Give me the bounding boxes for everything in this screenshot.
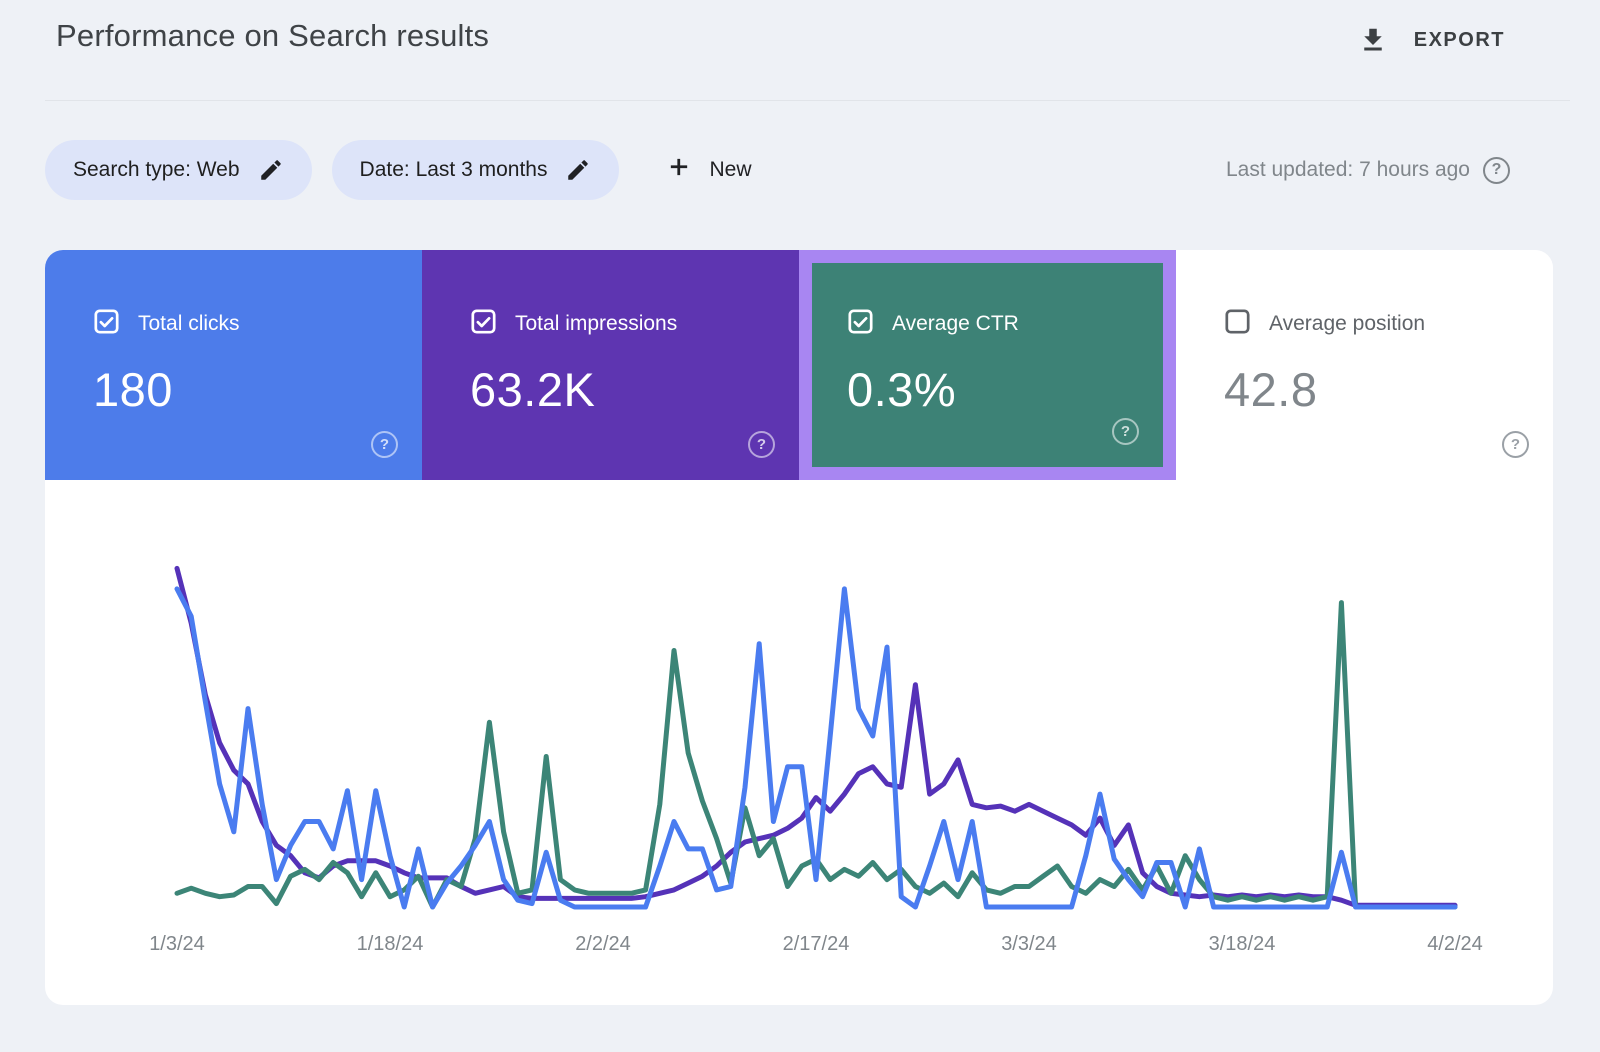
metric-value: 180 [93, 363, 173, 416]
date-range-chip[interactable]: Date: Last 3 months [331, 140, 620, 200]
metric-label: Total impressions [515, 312, 678, 335]
x-axis-label: 1/3/24 [149, 933, 205, 955]
checkbox-unchecked-icon[interactable] [1224, 308, 1251, 340]
metric-label: Total clicks [138, 312, 240, 335]
performance-chart[interactable]: 1/3/24 1/18/24 2/2/24 2/17/24 3/3/24 3/18/24 4… [45, 480, 1553, 1005]
metric-label: Average CTR [892, 312, 1019, 335]
x-axis-label: 1/18/24 [356, 933, 424, 955]
header-divider [45, 100, 1570, 101]
metric-card-total-clicks[interactable]: Total clicks 180 ? [45, 250, 422, 480]
filter-row: Search type: Web Date: Last 3 months New [45, 140, 758, 200]
metric-label: Average position [1269, 312, 1426, 335]
metric-card-average-position[interactable]: Average position 42.8 ? [1176, 250, 1553, 480]
help-icon[interactable]: ? [371, 431, 398, 458]
checkbox-checked-icon[interactable] [847, 308, 874, 340]
x-axis-label: 3/18/24 [1208, 933, 1276, 955]
metric-card-header: Average position [1224, 308, 1553, 340]
total-clicks-line [174, 586, 1458, 910]
help-icon[interactable]: ? [748, 431, 775, 458]
metric-value: 63.2K [470, 363, 596, 416]
metric-value: 0.3% [847, 363, 957, 416]
metric-card-average-ctr[interactable]: Average CTR 0.3% ? [799, 250, 1176, 480]
edit-pencil-icon [565, 157, 591, 183]
last-updated: Last updated: 7 hours ago ? [1226, 140, 1510, 200]
new-filter-button[interactable]: New [659, 140, 757, 200]
last-updated-text: Last updated: 7 hours ago [1225, 158, 1470, 181]
download-icon [1358, 25, 1388, 55]
date-range-chip-label: Date: Last 3 months [359, 158, 548, 181]
metric-tiles: Total clicks 180 ? Total impressions 63.… [45, 250, 1553, 480]
help-icon[interactable]: ? [1502, 431, 1529, 458]
page-title: Performance on Search results [56, 18, 490, 53]
search-type-chip-label: Search type: Web [73, 158, 240, 181]
metric-card-header: Total clicks [93, 308, 422, 340]
performance-card: Total clicks 180 ? Total impressions 63.… [45, 250, 1553, 1005]
line-chart-canvas [174, 565, 1458, 910]
x-axis-label: 2/17/24 [782, 933, 850, 955]
help-icon[interactable]: ? [1483, 156, 1510, 184]
edit-pencil-icon [258, 157, 284, 183]
metric-card-header: Total impressions [470, 308, 799, 340]
new-filter-label: New [709, 158, 752, 181]
x-axis-label: 4/2/24 [1427, 933, 1483, 955]
help-icon[interactable]: ? [1112, 418, 1139, 445]
x-axis-label: 2/2/24 [575, 933, 631, 955]
plus-icon [665, 153, 693, 187]
checkbox-checked-icon[interactable] [93, 308, 120, 340]
metric-value: 42.8 [1224, 363, 1318, 416]
search-type-chip[interactable]: Search type: Web [45, 140, 312, 200]
x-axis-label: 3/3/24 [1001, 933, 1057, 955]
metric-card-total-impressions[interactable]: Total impressions 63.2K ? [422, 250, 799, 480]
metric-card-header: Average CTR [847, 308, 1163, 340]
export-button[interactable]: EXPORT [1358, 20, 1505, 60]
export-label: EXPORT [1413, 28, 1505, 51]
checkbox-checked-icon[interactable] [470, 308, 497, 340]
